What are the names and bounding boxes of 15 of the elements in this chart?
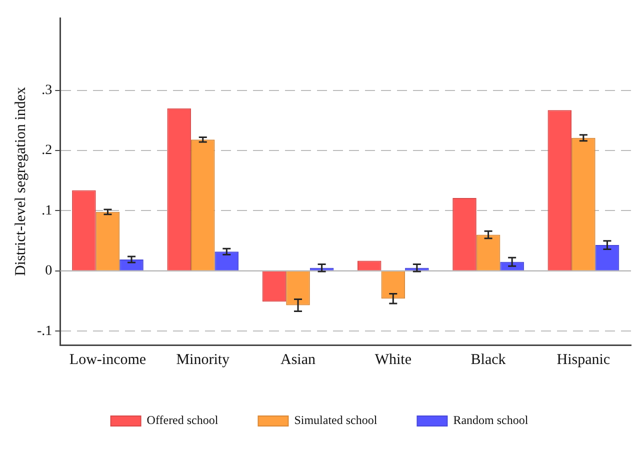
x-tick-label: Hispanic (556, 352, 610, 368)
legend-label: Offered school (146, 413, 219, 428)
x-tick-label: Minority (176, 352, 230, 368)
y-tick-label: .2 (42, 143, 52, 158)
y-tick-label: .1 (42, 203, 52, 218)
y-tick-label: 0 (45, 264, 52, 279)
x-tick-label: Black (470, 352, 506, 368)
legend-label: Random school (453, 413, 529, 428)
legend-label: Simulated school (294, 413, 378, 428)
y-tick-label: .3 (42, 82, 52, 98)
y-axis-title: District-level segregation index (12, 86, 29, 276)
x-tick-label: Low-income (69, 352, 146, 368)
x-tick-label: White (374, 352, 412, 368)
x-tick-label: Asian (280, 352, 316, 368)
y-tick-label: -.1 (36, 324, 52, 339)
